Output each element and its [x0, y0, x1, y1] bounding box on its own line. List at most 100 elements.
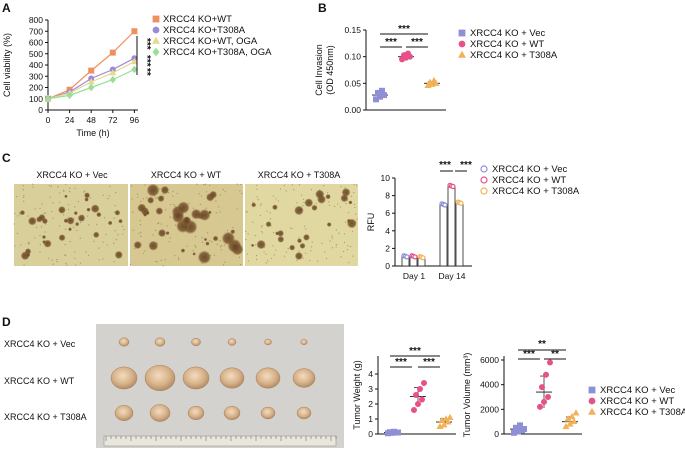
chart-d2-point-1-0 [537, 403, 544, 410]
chart-c-legend-marker-1 [480, 176, 488, 184]
chart-c-y-tick-1: 2 [385, 243, 390, 253]
photo-c-label-t308a: XRCC4 KO + T308A [258, 170, 341, 180]
panel-label-c: C [2, 151, 11, 165]
chart-d2-sig-2: *** [523, 349, 535, 360]
chart-d2-point-2-2 [570, 417, 578, 425]
tumor-0-3 [227, 338, 237, 346]
chart-a-x-tick-4: 96 [130, 115, 140, 125]
chart-a-point-3-0 [44, 95, 52, 103]
chart-d2-point-1-1 [541, 398, 548, 405]
chart-a-y-label: Cell viability (%) [2, 33, 12, 97]
chart-a-legend-marker-2 [152, 36, 160, 44]
chart-a-x-tick-2: 48 [86, 115, 96, 125]
chart-a-point-3-3 [109, 75, 116, 84]
chart-d1-y-tick-1: 1 [368, 414, 373, 424]
chart-b-y-label-2: (OD 450nm) [325, 45, 335, 95]
chart-c-bar-1-0 [439, 203, 448, 267]
tumor-1-4 [255, 367, 281, 389]
chart-b-y-tick-2: 0.10 [344, 52, 361, 62]
chart-b-y-tick-3: 0.15 [344, 25, 361, 35]
chart-d2-legend-marker-1 [588, 397, 596, 405]
chart-d1-point-2-5 [446, 413, 454, 420]
chart-d1-point-1-3 [412, 391, 419, 398]
chart-d2-point-0-4 [517, 422, 524, 429]
chart-a-y-tick-5: 500 [29, 49, 43, 59]
chart-a-legend-label-1: XRCC4 KO+T308A [163, 25, 246, 36]
chart-a-sig-3: ** [141, 68, 152, 76]
chart-c-bar-1-1 [447, 185, 456, 267]
chart-c-legend-marker-0 [480, 165, 488, 173]
tumor-2-3 [223, 405, 241, 421]
chart-d2-point-1-5 [547, 359, 554, 366]
photo-group-d: XRCC4 KO + Vec XRCC4 KO + WT XRCC4 KO + … [4, 324, 344, 448]
chart-c-legend-label-1: XRCC4 KO + WT [492, 175, 566, 186]
chart-a-y-tick-8: 800 [29, 15, 43, 25]
chart-c-y-tick-4: 8 [385, 191, 390, 201]
chart-d1: 0 1 2 3 4 Tumor Weight (g) *** *** *** [352, 346, 456, 439]
chart-a-x-tick-3: 72 [108, 115, 118, 125]
chart-b-y-tick-0: 0.00 [344, 105, 361, 115]
chart-c-bar-1-2 [455, 202, 464, 267]
chart-a-y-tick-3: 300 [29, 71, 43, 81]
chart-d2-point-0-5 [521, 426, 528, 433]
chart-b-sig-3: *** [411, 37, 423, 48]
chart-d1-y-label: Tumor Weight (g) [352, 360, 362, 430]
panel-label-b: B [318, 1, 327, 15]
chart-b-point-1-4 [404, 50, 411, 57]
chart-a-y-tick-4: 400 [29, 60, 43, 70]
chart-a-legend-marker-1 [152, 26, 160, 34]
chart-b-point-0-4 [378, 87, 385, 94]
chart-c-legend-label-2: XRCC4 KO + T308A [492, 186, 580, 197]
chart-a-sig-1: *** [141, 38, 152, 50]
chart-c-point-1-1-2 [450, 183, 456, 190]
chart-d2-legend-label-1: XRCC4 KO + WT [600, 396, 674, 407]
chart-b-sig-2: *** [385, 37, 397, 48]
chart-d1-point-1-1 [414, 400, 421, 407]
chart-b-legend-label-1: XRCC4 KO + WT [470, 39, 544, 50]
chart-d1-point-1-0 [410, 406, 417, 413]
tumor-0-0 [118, 337, 130, 347]
chart-c-legend-label-0: XRCC4 KO + Vec [492, 164, 567, 175]
chart-d2-legend-marker-0 [588, 386, 596, 394]
chart-b-y-tick-1: 0.05 [344, 78, 361, 88]
chart-a-x-label: Time (h) [76, 128, 109, 138]
chart-d1-point-2-1 [440, 421, 448, 428]
chart-d2-y-tick-0: 0 [494, 429, 499, 439]
tumor-1-2 [182, 366, 210, 390]
photo-c-label-wt: XRCC4 KO + WT [151, 170, 222, 180]
chart-c-legend-marker-2 [480, 187, 488, 195]
chart-d2-y-label: Tumor Volume (mm³) [462, 353, 472, 438]
chart-a-x-tick-1: 24 [65, 115, 75, 125]
chart-d1-point-2-2 [444, 418, 452, 425]
chart-c-y-tick-0: 0 [385, 261, 390, 271]
chart-a-point-2-3 [109, 69, 117, 76]
chart-b-legend-label-0: XRCC4 KO + Vec [470, 28, 545, 39]
chart-a-y-tick-2: 200 [29, 83, 43, 93]
tumor-1-3 [219, 367, 245, 389]
chart-b-point-2-4 [430, 76, 438, 84]
photo-c-label-vec: XRCC4 KO + Vec [36, 170, 108, 180]
chart-d2-legend-label-0: XRCC4 KO + Vec [600, 385, 675, 396]
chart-d2-y-tick-2: 4000 [480, 380, 499, 390]
chart-a-legend-marker-3 [152, 47, 160, 57]
chart-d1-y-tick-3: 3 [368, 384, 373, 394]
chart-d2-y-tick-3: 6000 [480, 355, 499, 365]
chart-a-sig-2: *** [141, 55, 152, 67]
chart-b: 0.00 0.05 0.10 0.15 Cell Invasion (OD 450nm… [314, 24, 558, 115]
chart-d1-point-0-5 [394, 429, 401, 436]
tumor-2-0 [114, 405, 134, 421]
chart-d2-point-2-4 [568, 412, 576, 420]
chart-d2-point-1-4 [543, 371, 550, 378]
chart-a-point-0-2 [88, 67, 95, 74]
photo-d-ruler [103, 435, 337, 447]
chart-a-point-0-3 [109, 49, 116, 56]
chart-d2-legend-marker-2 [588, 407, 596, 415]
chart-a-point-3-4 [131, 65, 138, 74]
tumor-0-1 [154, 337, 166, 347]
tumor-1-0 [110, 366, 138, 390]
photo-d-row-wt: XRCC4 KO + WT [4, 376, 75, 386]
tumor-1-1 [144, 365, 176, 391]
